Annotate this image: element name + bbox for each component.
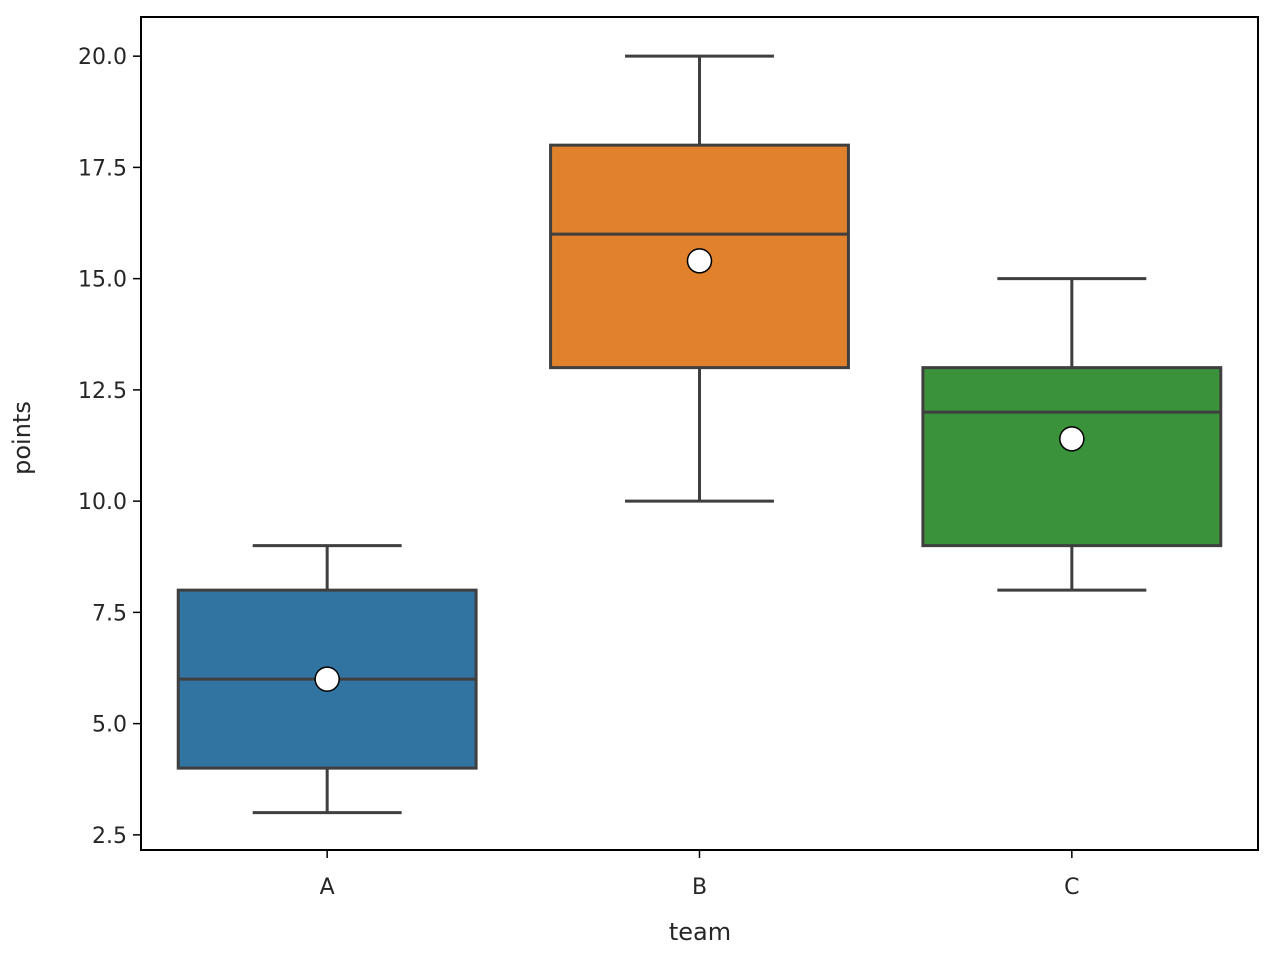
y-tick-label: 10.0 — [78, 490, 127, 515]
box-C — [921, 277, 1223, 592]
y-tick-label: 2.5 — [92, 824, 127, 849]
y-tick-label: 20.0 — [78, 45, 127, 70]
boxes-layer — [176, 54, 1223, 815]
mean-marker-icon — [686, 248, 713, 274]
y-tick-label: 12.5 — [78, 379, 127, 404]
x-tick-label: A — [320, 875, 335, 900]
box-B — [549, 54, 850, 503]
y-axis: 2.5 5.0 7.5 10.0 12.5 15.0 17.5 20.0 — [78, 45, 141, 849]
x-axis-label: team — [669, 918, 731, 946]
y-tick-label: 7.5 — [92, 601, 127, 626]
x-axis: A B C — [320, 850, 1080, 900]
mean-marker-icon — [1059, 426, 1085, 452]
y-axis-label: points — [8, 401, 36, 475]
y-tick-label: 15.0 — [78, 268, 127, 293]
iqr-box — [921, 366, 1223, 548]
y-tick-label: 17.5 — [78, 156, 127, 181]
x-tick-label: B — [692, 875, 707, 900]
x-tick-label: C — [1064, 875, 1079, 900]
mean-marker-icon — [314, 666, 340, 692]
box-A — [176, 544, 478, 815]
y-tick-label: 5.0 — [92, 713, 127, 738]
